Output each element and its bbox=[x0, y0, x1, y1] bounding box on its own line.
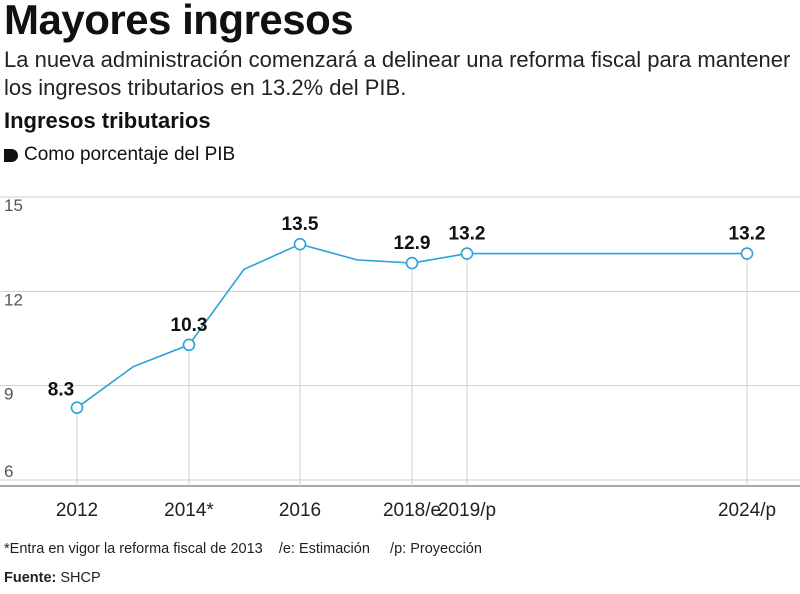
data-point-marker bbox=[182, 338, 196, 352]
source-line: Fuente: SHCP bbox=[4, 570, 101, 586]
y-tick-label: 9 bbox=[4, 385, 13, 404]
data-point-marker bbox=[293, 237, 307, 251]
y-tick-label: 15 bbox=[4, 196, 23, 215]
data-label: 13.2 bbox=[449, 224, 486, 245]
data-point-marker bbox=[405, 256, 419, 270]
data-label: 13.5 bbox=[282, 214, 319, 235]
y-tick-label: 12 bbox=[4, 290, 23, 309]
data-point-marker bbox=[460, 247, 474, 260]
x-tick-label: 2014* bbox=[164, 500, 214, 521]
x-tick-label: 2024/p bbox=[718, 500, 776, 521]
y-tick-label: 6 bbox=[4, 462, 13, 481]
footnote: *Entra en vigor la reforma fiscal de 201… bbox=[4, 541, 482, 557]
data-point-marker bbox=[740, 247, 754, 260]
data-label: 10.3 bbox=[171, 315, 208, 336]
source-value: SHCP bbox=[60, 570, 101, 586]
data-label: 8.3 bbox=[48, 380, 74, 401]
x-tick-label: 2019/p bbox=[438, 500, 496, 521]
page-title: Mayores ingresos bbox=[4, 0, 354, 43]
chart-subtitle: Como porcentaje del PIB bbox=[4, 144, 235, 166]
source-label: Fuente: bbox=[4, 570, 57, 586]
chart-title: Ingresos tributarios bbox=[4, 108, 211, 133]
data-label: 12.9 bbox=[394, 233, 431, 254]
x-tick-label: 2012 bbox=[56, 500, 98, 521]
bullet-marker-icon bbox=[4, 148, 18, 162]
data-label: 13.2 bbox=[729, 224, 766, 245]
x-tick-label: 2016 bbox=[279, 500, 321, 521]
chart-subtitle-text: Como porcentaje del PIB bbox=[24, 144, 236, 165]
x-tick-label: 2018/e bbox=[383, 500, 441, 521]
data-point-marker bbox=[70, 401, 84, 414]
page-subtitle: La nueva administración comenzará a deli… bbox=[4, 47, 791, 100]
